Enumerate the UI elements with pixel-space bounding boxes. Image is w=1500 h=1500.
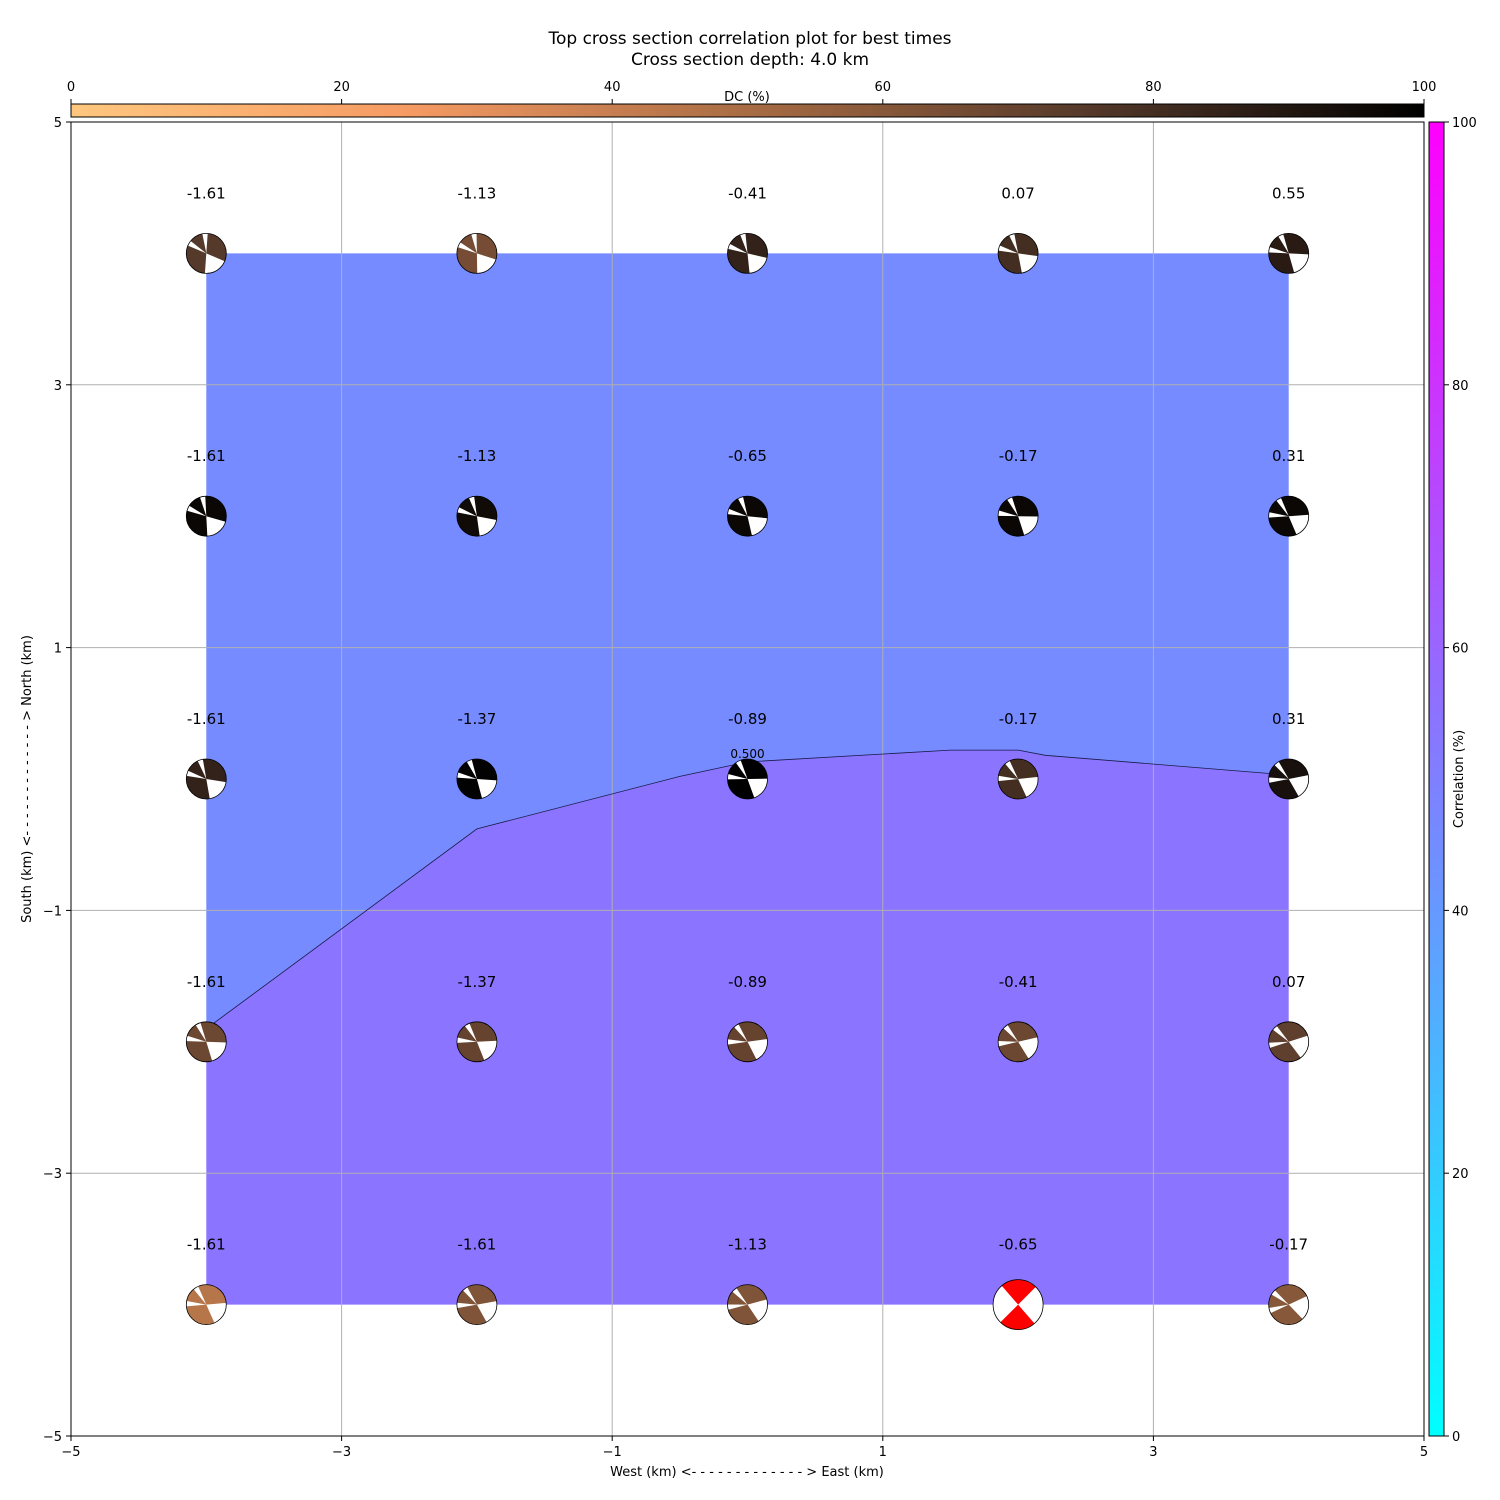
cell-value-label: -0.89 bbox=[728, 973, 767, 991]
contour-line bbox=[206, 749, 1289, 1030]
beachball-marker bbox=[456, 232, 498, 274]
dc-colorbar-tick-label: 40 bbox=[604, 80, 621, 95]
y-axis-label: South (km) <- - - - - - - - - - - - - > … bbox=[20, 635, 35, 923]
correlation-colorbar-tick-label: 20 bbox=[1452, 1167, 1469, 1182]
cell-value-label: -0.65 bbox=[999, 1236, 1038, 1254]
correlation-colorbar-bar bbox=[1428, 121, 1445, 1437]
x-tick-label: 3 bbox=[1149, 1445, 1157, 1460]
beachball-marker bbox=[185, 232, 227, 274]
dc-colorbar-bar bbox=[70, 103, 1425, 118]
beachball-marker bbox=[185, 1021, 227, 1063]
cell-value-label: -1.37 bbox=[457, 710, 496, 728]
beachball-marker bbox=[1268, 232, 1310, 274]
cell-value-label: -1.37 bbox=[457, 973, 496, 991]
cell-value-label: -1.61 bbox=[187, 973, 226, 991]
beachball-marker bbox=[456, 1284, 498, 1325]
y-tick-label: 5 bbox=[54, 116, 62, 131]
x-tick-label: 5 bbox=[1420, 1445, 1428, 1460]
dc-colorbar-tick-label: 60 bbox=[875, 80, 892, 95]
beachball-marker bbox=[997, 1021, 1039, 1063]
beachball-marker bbox=[185, 495, 227, 537]
cell-value-label: -0.89 bbox=[728, 710, 767, 728]
chart-subtitle: Cross section depth: 4.0 km bbox=[631, 50, 869, 70]
correlation-colorbar-tick-label: 0 bbox=[1452, 1430, 1460, 1445]
y-tick-label: −3 bbox=[43, 1167, 62, 1182]
cell-value-label: -1.61 bbox=[187, 1236, 226, 1254]
x-tick-label: −3 bbox=[332, 1445, 351, 1460]
cell-value-label: 0.31 bbox=[1272, 447, 1305, 465]
correlation-colorbar-label: Correlation (%) bbox=[1452, 730, 1467, 828]
x-axis-label: West (km) <- - - - - - - - - - - - - > E… bbox=[610, 1465, 884, 1480]
beachball-marker bbox=[1268, 495, 1310, 537]
correlation-colorbar-tick-label: 80 bbox=[1452, 379, 1469, 394]
cell-value-label: 0.07 bbox=[1001, 184, 1034, 202]
beachball-marker bbox=[1268, 1021, 1310, 1063]
cell-value-label: 0.07 bbox=[1272, 973, 1305, 991]
dc-colorbar-label: DC (%) bbox=[724, 90, 770, 105]
beachball-marker bbox=[1268, 1284, 1310, 1325]
cell-value-label: -1.61 bbox=[457, 1236, 496, 1254]
dc-colorbar-tick-label: 80 bbox=[1145, 80, 1162, 95]
beachball-marker bbox=[727, 495, 768, 537]
cell-value-label: -1.13 bbox=[457, 184, 496, 202]
dc-colorbar-tick-label: 0 bbox=[67, 80, 75, 95]
cell-value-label: 0.55 bbox=[1272, 184, 1305, 202]
cell-value-label: 0.31 bbox=[1272, 710, 1305, 728]
x-tick-label: −1 bbox=[603, 1445, 622, 1460]
contour-label: 0.500 bbox=[730, 747, 764, 761]
beachball-marker bbox=[727, 1021, 768, 1063]
cell-value-label: -1.61 bbox=[187, 184, 226, 202]
beachball-marker bbox=[727, 1284, 768, 1325]
beachball-marker bbox=[997, 495, 1039, 537]
y-tick-label: −1 bbox=[43, 904, 62, 919]
y-tick-label: 3 bbox=[54, 379, 62, 394]
beachball-marker bbox=[456, 495, 498, 537]
dc-colorbar: 0 20 40 60 80 100 DC (%) bbox=[67, 80, 1437, 118]
cell-value-label: -1.13 bbox=[457, 447, 496, 465]
beachball-marker bbox=[456, 1021, 498, 1063]
correlation-colorbar-tick-label: 60 bbox=[1452, 642, 1469, 657]
best-solution-marker bbox=[992, 1279, 1044, 1330]
cell-value-label: -0.65 bbox=[728, 447, 767, 465]
beachball-marker bbox=[727, 758, 768, 800]
cell-value-label: -0.41 bbox=[728, 184, 767, 202]
beachball-marker bbox=[185, 1284, 227, 1325]
x-tick-label: −5 bbox=[61, 1445, 80, 1460]
dc-colorbar-tick-label: 100 bbox=[1412, 80, 1437, 95]
x-tick-label: 1 bbox=[879, 1445, 887, 1460]
beachball-marker bbox=[997, 758, 1039, 800]
correlation-colorbar-tick-label: 100 bbox=[1452, 116, 1477, 131]
beachball-marker bbox=[185, 758, 227, 800]
beachball-marker bbox=[727, 232, 768, 274]
cell-value-label: -0.17 bbox=[999, 710, 1038, 728]
correlation-colorbar: 0 20 40 60 80 100 Correlation (%) bbox=[1428, 116, 1477, 1445]
cell-value-label: -0.17 bbox=[999, 447, 1038, 465]
dc-colorbar-tick-label: 20 bbox=[333, 80, 350, 95]
beachball-marker bbox=[997, 232, 1039, 274]
beachball-marker bbox=[456, 758, 498, 800]
y-tick-label: 1 bbox=[54, 642, 62, 657]
cell-value-label: -0.41 bbox=[999, 973, 1038, 991]
y-tick-label: −5 bbox=[43, 1430, 62, 1445]
grid bbox=[71, 122, 1424, 1436]
plot-frame bbox=[70, 121, 1425, 1437]
chart-title: Top cross section correlation plot for b… bbox=[547, 29, 951, 49]
correlation-region-above bbox=[206, 253, 1289, 1029]
cell-value-label: -1.61 bbox=[187, 447, 226, 465]
beachball-marker bbox=[1268, 758, 1310, 800]
cell-value-label: -1.13 bbox=[728, 1236, 767, 1254]
correlation-colorbar-tick-label: 40 bbox=[1452, 904, 1469, 919]
cell-value-label: -1.61 bbox=[187, 710, 226, 728]
cell-value-label: -0.17 bbox=[1269, 1236, 1308, 1254]
